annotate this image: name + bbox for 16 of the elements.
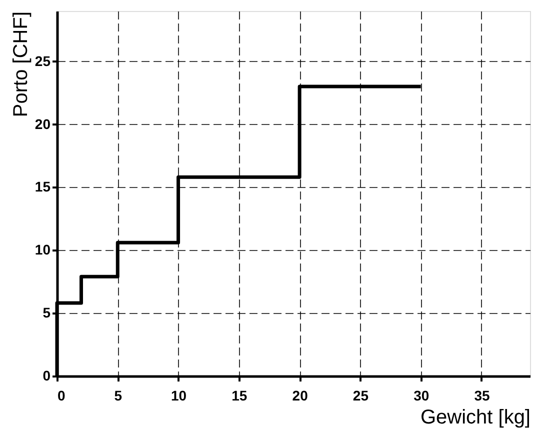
- y-tick-label: 5: [42, 304, 51, 321]
- y-tick-label: 20: [34, 116, 51, 132]
- y-axis-title: Porto [CHF]: [10, 12, 32, 118]
- x-tick-label: 15: [232, 388, 248, 404]
- x-tick-label: 20: [292, 388, 308, 404]
- x-tick-label: 5: [114, 388, 122, 404]
- y-tick-label: 25: [34, 52, 51, 69]
- y-tick-label: 15: [34, 178, 51, 195]
- x-tick-label: 35: [474, 388, 490, 404]
- y-tick-label: 0: [42, 368, 51, 384]
- x-tick-label: 0: [58, 388, 66, 404]
- x-axis-title: Gewicht [kg]: [420, 406, 530, 428]
- y-tick-label: 10: [34, 242, 51, 258]
- x-tick-label: 30: [414, 388, 430, 404]
- x-tick-label: 25: [352, 388, 369, 404]
- x-tick-label: 10: [170, 388, 187, 404]
